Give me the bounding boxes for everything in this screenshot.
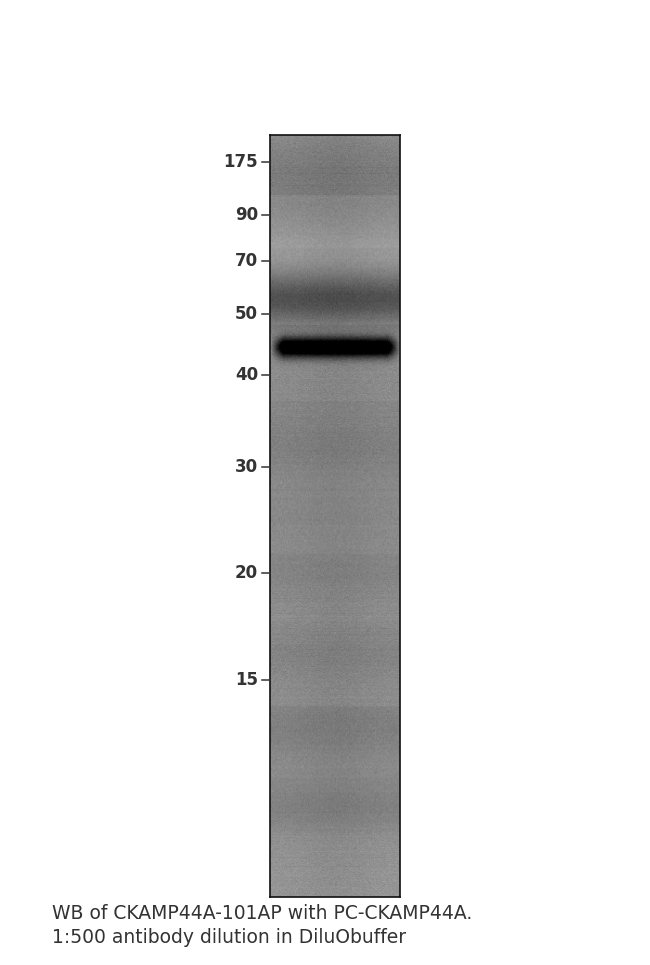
Text: 20: 20 — [235, 565, 258, 583]
Text: 30: 30 — [235, 457, 258, 476]
Text: 90: 90 — [235, 207, 258, 224]
Text: 40: 40 — [235, 367, 258, 384]
Text: 175: 175 — [224, 152, 258, 171]
Text: 70: 70 — [235, 252, 258, 270]
Text: 1:500 antibody dilution in DiluObuffer: 1:500 antibody dilution in DiluObuffer — [52, 928, 406, 948]
Text: 50: 50 — [235, 305, 258, 323]
Text: WB of CKAMP44A-101AP with PC-CKAMP44A.: WB of CKAMP44A-101AP with PC-CKAMP44A. — [52, 904, 473, 924]
Text: 15: 15 — [235, 672, 258, 689]
